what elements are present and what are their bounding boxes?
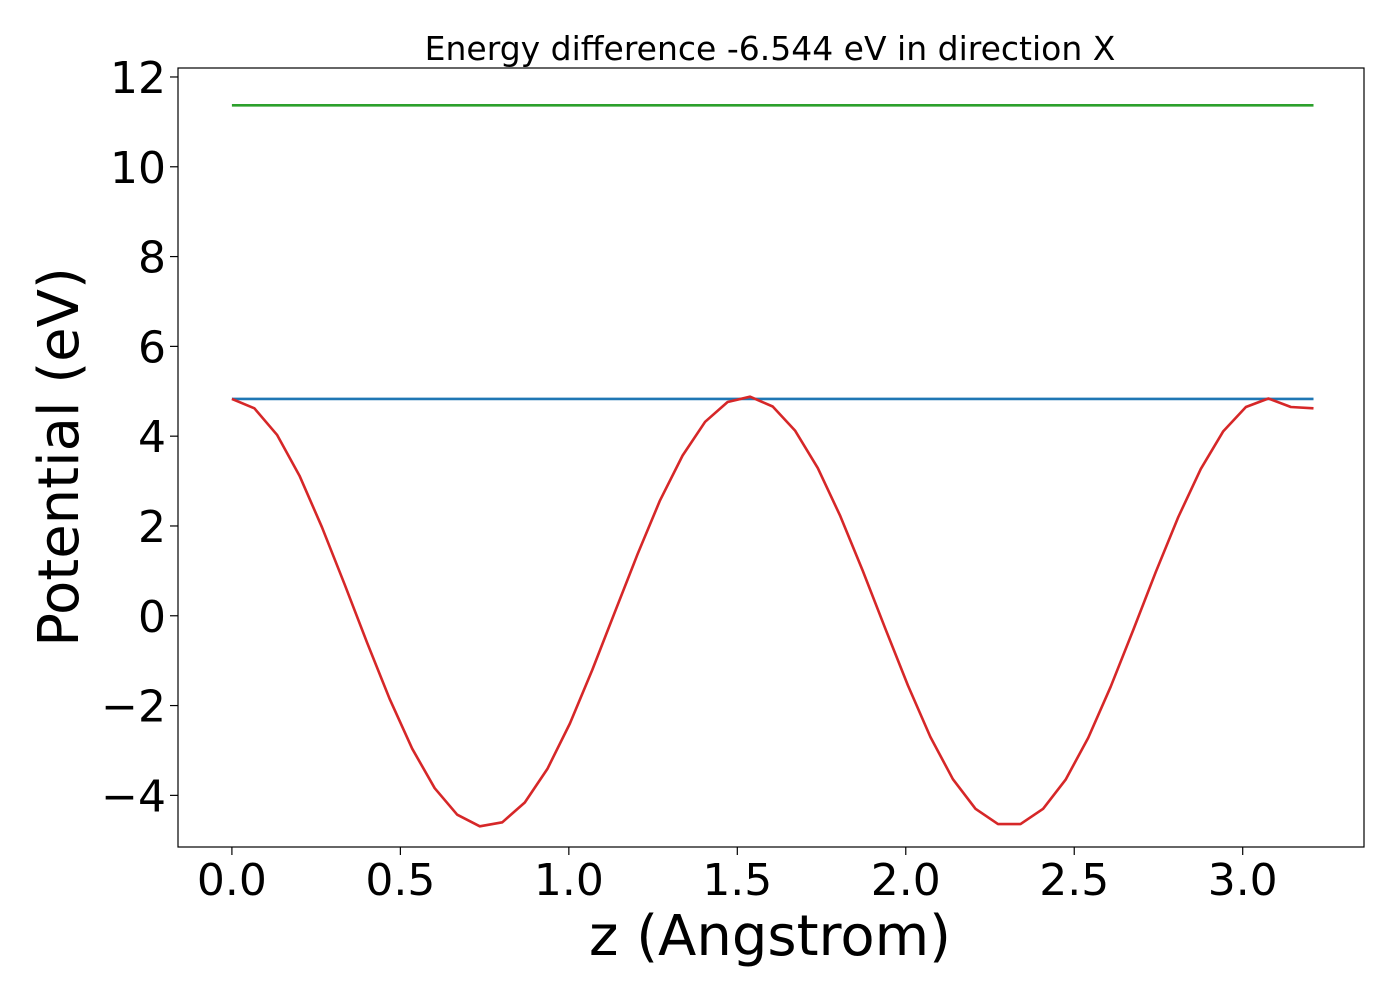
x-tick-label: 2.0 <box>871 855 941 906</box>
x-tick-label: 0.0 <box>197 855 267 906</box>
y-tick-label: 8 <box>138 233 166 284</box>
y-tick-label: −2 <box>101 682 166 733</box>
plot-frame <box>177 67 1365 848</box>
y-tick-label: 10 <box>110 143 166 194</box>
y-axis-label: Potential (eV) <box>27 267 92 647</box>
x-tick-label: 3.0 <box>1208 855 1278 906</box>
series-line-3 <box>231 395 1314 828</box>
x-tick-label: 0.5 <box>365 855 435 906</box>
y-tick-label: 6 <box>138 322 166 373</box>
y-tick-label: −4 <box>101 771 166 822</box>
y-tick-label: 0 <box>138 592 166 643</box>
y-tick-label: 12 <box>110 53 166 104</box>
x-tick-label: 2.5 <box>1039 855 1109 906</box>
x-tick-label: 1.0 <box>534 855 604 906</box>
x-tick-label: 1.5 <box>702 855 772 906</box>
chart-title: Energy difference -6.544 eV in direction… <box>425 29 1116 68</box>
x-axis-label: z (Angstrom) <box>589 904 951 969</box>
y-tick-label: 4 <box>138 412 166 463</box>
y-tick-label: 2 <box>138 502 166 553</box>
